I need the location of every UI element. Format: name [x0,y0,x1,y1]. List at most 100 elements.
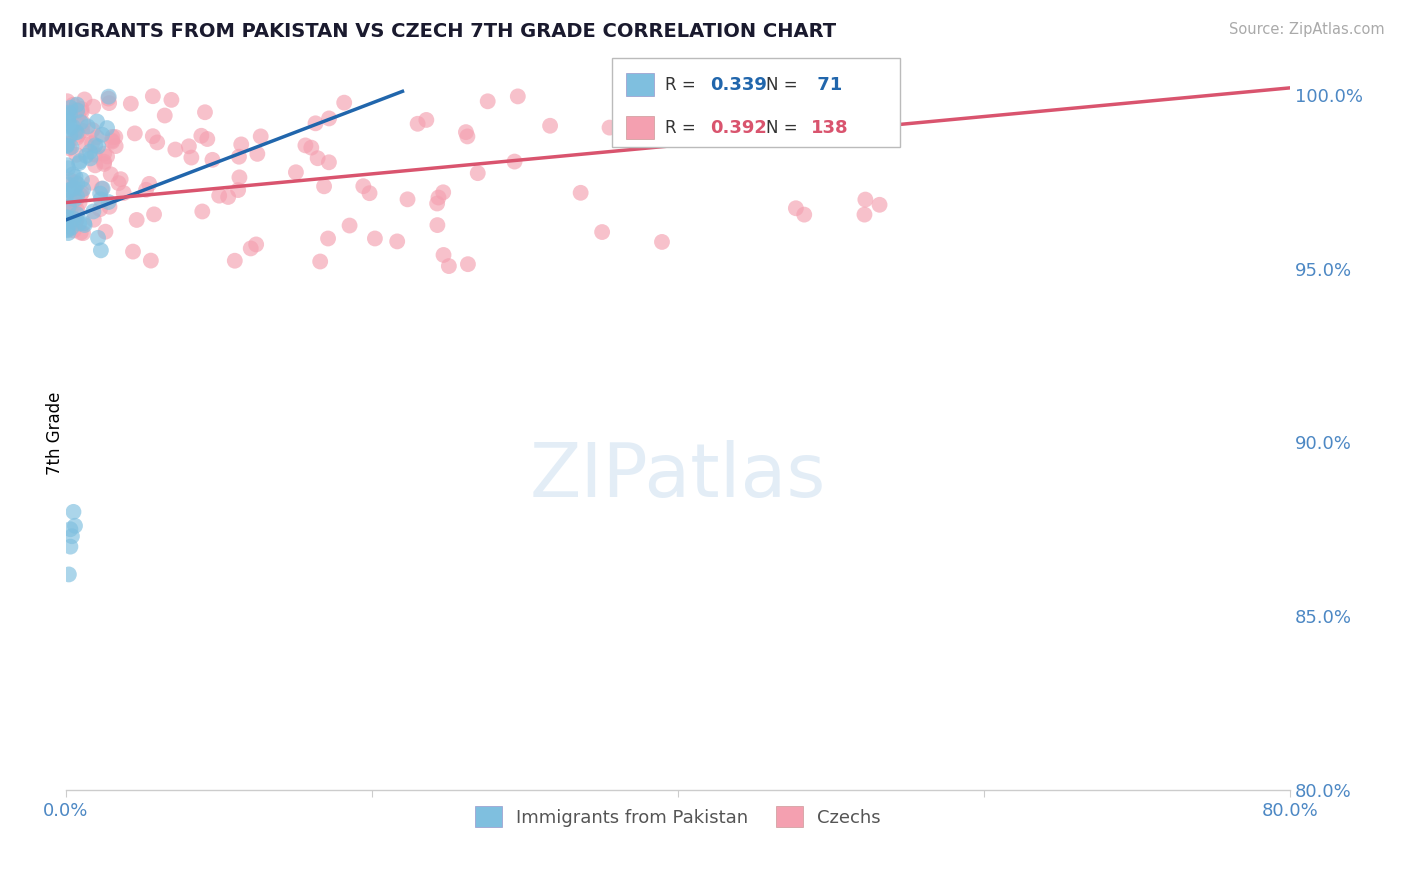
Point [125,213,148,227]
Text: N =: N = [766,119,803,136]
Point [59,120,82,134]
Point [66,203,89,218]
Point [135,183,157,197]
Point [58,184,80,198]
Point [101,133,124,147]
Point [76,120,98,134]
Point [60,529,83,543]
Point [415,112,437,127]
Point [318,155,340,169]
Point [65,175,87,189]
Y-axis label: 7th Grade: 7th Grade [46,392,63,475]
Point [309,254,332,268]
Point [65,215,87,229]
Point [59,217,82,231]
Point [73,218,96,232]
Point [55,222,77,236]
Text: R =: R = [665,119,702,136]
Point [396,192,419,206]
Point [56,112,79,126]
Point [245,237,267,252]
Point [853,193,876,207]
Point [467,166,489,180]
Point [65,213,87,227]
Point [72,116,94,130]
Point [104,139,127,153]
Point [58,121,80,136]
Point [457,257,479,271]
Point [208,188,231,202]
Point [142,129,165,144]
Point [70,102,93,116]
Point [249,129,271,144]
Point [432,248,454,262]
Point [66,177,89,191]
Point [299,141,322,155]
Point [59,101,82,115]
Point [426,196,449,211]
Point [83,212,105,227]
Point [228,150,250,164]
Point [869,198,891,212]
Point [56,94,79,108]
Point [93,154,115,169]
Point [477,95,499,109]
Point [59,173,82,187]
Point [62,168,84,182]
Point [139,253,162,268]
Point [591,225,613,239]
Point [62,120,84,134]
Point [80,176,103,190]
Point [94,225,117,239]
Point [58,105,80,120]
Point [58,200,80,214]
Point [58,113,80,128]
Point [138,177,160,191]
Point [339,219,361,233]
Point [599,120,621,135]
Point [194,105,217,120]
Point [65,193,87,207]
Point [90,192,112,206]
Point [69,154,91,169]
Point [231,137,253,152]
Point [828,99,851,113]
Point [364,231,387,245]
Point [853,208,876,222]
Point [65,103,87,117]
Point [66,207,89,221]
Point [58,141,80,155]
Point [180,151,202,165]
Point [503,154,526,169]
Point [142,89,165,103]
Point [70,115,93,129]
Point [86,130,108,145]
Point [79,152,101,166]
Point [191,204,214,219]
Point [97,92,120,106]
Point [318,112,340,126]
Point [82,100,104,114]
Point [66,125,89,139]
Point [55,211,77,225]
Point [56,161,79,176]
Point [70,186,93,200]
Point [56,194,79,208]
Point [56,211,79,225]
Point [82,123,104,137]
Point [217,190,239,204]
Point [84,138,107,153]
Point [56,178,79,192]
Point [100,167,122,181]
Point [84,158,107,172]
Point [73,216,96,230]
Point [90,181,112,195]
Text: 138: 138 [811,119,849,136]
Point [160,93,183,107]
Point [87,139,110,153]
Point [67,128,90,142]
Point [104,130,127,145]
Point [122,244,145,259]
Point [58,226,80,240]
Point [165,143,187,157]
